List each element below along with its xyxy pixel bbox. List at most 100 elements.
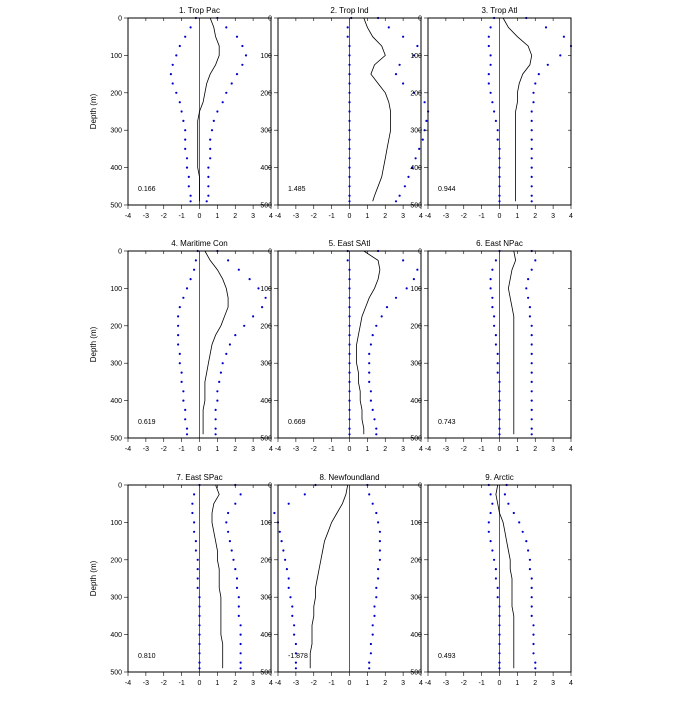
lower-bound-point (184, 129, 187, 132)
lower-bound-point (348, 334, 351, 337)
upper-bound-point (421, 138, 424, 141)
upper-bound-point (528, 306, 532, 309)
upper-bound-point (375, 433, 378, 436)
lower-bound-point (278, 530, 281, 533)
x-tick-label: -2 (161, 446, 167, 453)
lower-bound-point (196, 568, 199, 571)
upper-bound-point (241, 63, 244, 66)
y-tick-label: 0 (118, 483, 122, 490)
lower-bound-point (494, 334, 497, 337)
lower-bound-point (284, 558, 287, 561)
lower-bound-point (194, 259, 197, 262)
panel-value-label: 0.810 (138, 653, 156, 660)
panel: 8. Newfoundland-4 -3 -2 -1 0 1 2 3 4010020030040… (260, 473, 423, 687)
x-tick-label: -2 (461, 213, 467, 220)
lower-bound-point (182, 119, 185, 122)
upper-bound-point (239, 642, 242, 646)
upper-bound-point (369, 652, 372, 655)
upper-bound-point (528, 315, 532, 318)
y-tick-label: 400 (410, 398, 422, 405)
mean-profile-line (356, 250, 381, 435)
lower-bound-point (487, 530, 490, 533)
lower-bound-point (198, 652, 201, 655)
y-tick-label: 100 (260, 520, 272, 527)
lower-bound-point (191, 502, 194, 505)
mean-profile-line (197, 17, 220, 202)
y-tick-label: 400 (410, 165, 422, 172)
upper-bound-point (239, 493, 242, 496)
mean-profile-line (495, 484, 515, 669)
lower-bound-point (178, 44, 181, 48)
y-tick-label: 0 (118, 16, 122, 23)
x-tick-label: 4 (419, 213, 423, 220)
upper-bound-point (221, 362, 224, 365)
lower-bound-point (498, 614, 501, 618)
lower-bound-point (303, 493, 306, 496)
x-tick-label: 2 (533, 680, 537, 687)
x-tick-label: -1 (329, 680, 335, 687)
y-tick-label: 100 (410, 286, 422, 293)
upper-bound-point (532, 652, 535, 655)
lower-bound-point (348, 63, 351, 66)
x-tick-label: 2 (233, 213, 237, 220)
upper-bound-point (530, 605, 533, 608)
panel: 3. Trop Atl -4 -3 -2 -1 0 1 2 3 4 0 100 200 300 400 500… (410, 6, 573, 220)
mean-profile-line (202, 250, 229, 435)
upper-bound-point (518, 521, 521, 524)
mean-profile-line (309, 484, 349, 669)
y-tick-label: 500 (410, 670, 422, 677)
upper-bound-point (371, 502, 374, 505)
x-tick-label: 3 (401, 213, 405, 220)
upper-bound-point (530, 577, 533, 580)
y-tick-label: 200 (110, 323, 122, 330)
panel-value-label: 0.619 (138, 419, 156, 426)
lower-bound-point (184, 138, 187, 141)
x-tick-label: -4 (425, 446, 431, 453)
lower-bound-point (498, 642, 501, 646)
panel-frame (427, 484, 572, 673)
lower-bound-point (198, 642, 201, 646)
upper-bound-point (530, 110, 533, 113)
upper-bound-point (227, 530, 230, 533)
panel-value-label: 0.944 (438, 186, 456, 193)
lower-bound-point (496, 129, 499, 132)
upper-bound-point (544, 26, 548, 29)
lower-bound-point (189, 194, 192, 197)
upper-bound-point (530, 185, 533, 188)
lower-bound-point (493, 558, 496, 561)
upper-bound-point (411, 166, 414, 169)
upper-bound-point (530, 418, 533, 421)
y-tick-label: 100 (110, 286, 122, 293)
upper-bound-point (225, 26, 228, 29)
x-tick-label: 1 (365, 213, 369, 220)
x-tick-label: -3 (293, 680, 299, 687)
upper-bound-point (227, 259, 230, 262)
upper-bound-point (423, 101, 426, 104)
panel-frame (277, 250, 422, 439)
lower-bound-point (498, 380, 501, 383)
lower-bound-point (171, 63, 174, 66)
lower-bound-point (348, 390, 351, 393)
upper-bound-point (225, 91, 228, 94)
upper-bound-point (244, 54, 248, 57)
upper-bound-point (225, 521, 228, 524)
y-tick-label: 300 (260, 128, 272, 135)
upper-bound-point (530, 596, 533, 599)
upper-bound-point (398, 194, 401, 197)
lower-bound-point (496, 371, 499, 374)
lower-bound-point (184, 408, 187, 411)
upper-bound-point (378, 540, 381, 543)
lower-bound-point (491, 306, 494, 309)
lower-bound-point (498, 200, 501, 203)
y-tick-label: 0 (418, 16, 422, 23)
lower-bound-point (294, 652, 297, 655)
upper-bound-point (414, 157, 417, 160)
upper-bound-point (530, 390, 533, 393)
upper-bound-point (235, 577, 239, 580)
y-tick-label: 300 (110, 128, 122, 135)
lower-bound-point (348, 324, 351, 327)
lower-bound-point (182, 399, 185, 402)
lower-bound-point (491, 549, 494, 552)
x-tick-label: 4 (569, 446, 573, 453)
lower-bound-point (198, 667, 201, 670)
